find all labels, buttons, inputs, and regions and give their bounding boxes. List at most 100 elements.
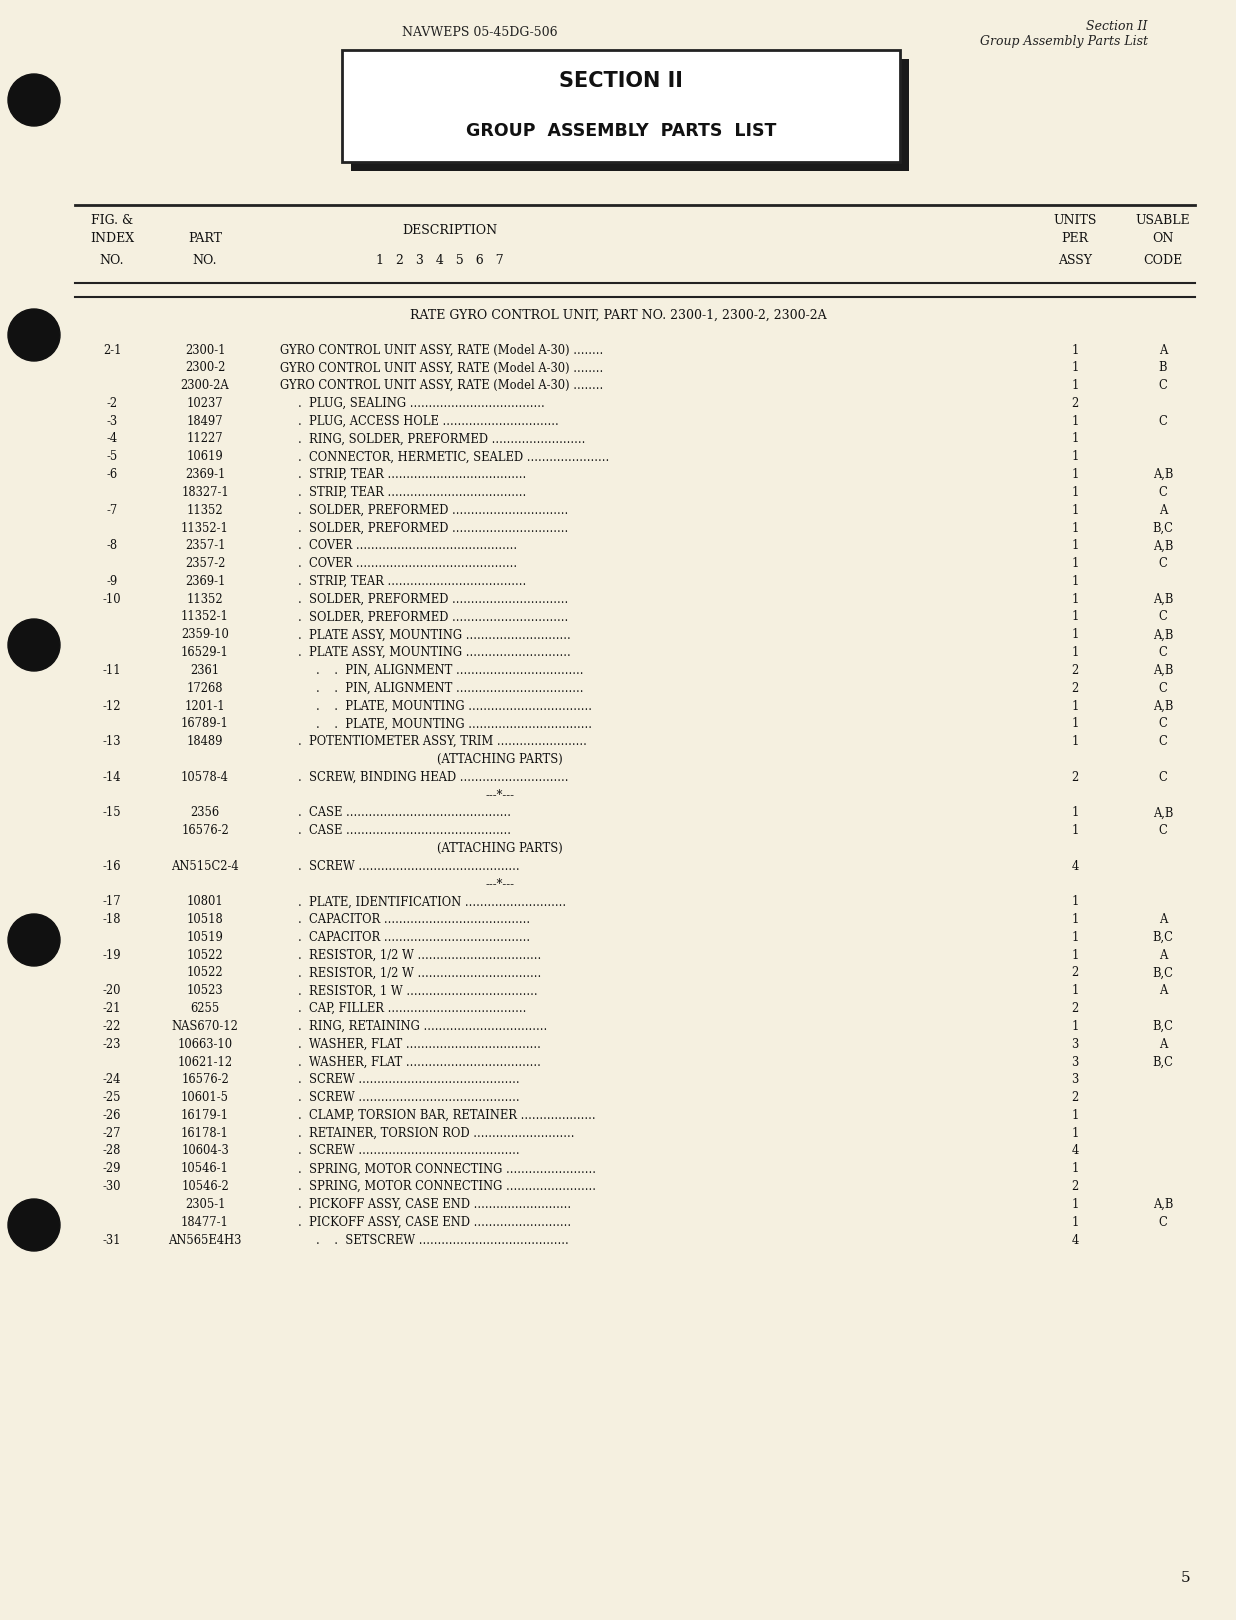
Text: 2: 2 (1072, 664, 1079, 677)
Text: Section II: Section II (1086, 21, 1148, 34)
Text: A: A (1159, 504, 1167, 517)
Text: 2305-1: 2305-1 (184, 1197, 225, 1210)
Text: .  SCREW, BINDING HEAD .............................: . SCREW, BINDING HEAD ..................… (298, 771, 569, 784)
Text: -22: -22 (103, 1021, 121, 1034)
Text: C: C (1158, 682, 1167, 695)
Text: A,B: A,B (1153, 807, 1173, 820)
Text: -17: -17 (103, 896, 121, 909)
Text: A: A (1159, 1038, 1167, 1051)
Text: 10546-2: 10546-2 (182, 1179, 229, 1192)
Text: 1: 1 (1072, 807, 1079, 820)
Text: ON: ON (1152, 233, 1174, 246)
Circle shape (7, 1199, 61, 1251)
Text: 1: 1 (1072, 611, 1079, 624)
Bar (342, 50, 900, 162)
Text: C: C (1158, 415, 1167, 428)
Text: -15: -15 (103, 807, 121, 820)
Text: 16529-1: 16529-1 (180, 646, 229, 659)
Text: .  SOLDER, PREFORMED ...............................: . SOLDER, PREFORMED ....................… (298, 593, 569, 606)
Text: 2: 2 (1072, 967, 1079, 980)
Text: B,C: B,C (1152, 931, 1173, 944)
Text: PART: PART (188, 233, 222, 246)
Text: C: C (1158, 486, 1167, 499)
Text: -13: -13 (103, 735, 121, 748)
Text: .  POTENTIOMETER ASSY, TRIM ........................: . POTENTIOMETER ASSY, TRIM .............… (298, 735, 587, 748)
Text: .    .  PLATE, MOUNTING .................................: . . PLATE, MOUNTING ....................… (316, 718, 592, 731)
Text: A,B: A,B (1153, 629, 1173, 642)
Text: -14: -14 (103, 771, 121, 784)
Text: NO.: NO. (100, 253, 125, 267)
Text: CODE: CODE (1143, 253, 1183, 267)
Text: 1: 1 (1072, 931, 1079, 944)
Text: .  PLATE ASSY, MOUNTING ............................: . PLATE ASSY, MOUNTING .................… (298, 629, 571, 642)
Text: 2357-2: 2357-2 (185, 557, 225, 570)
Text: SECTION II: SECTION II (559, 71, 684, 91)
Text: 16576-2: 16576-2 (182, 1074, 229, 1087)
Text: .  RETAINER, TORSION ROD ...........................: . RETAINER, TORSION ROD ................… (298, 1126, 575, 1140)
Text: 2356: 2356 (190, 807, 220, 820)
Text: 10522: 10522 (187, 967, 224, 980)
Text: AN565E4H3: AN565E4H3 (168, 1233, 242, 1246)
Text: -10: -10 (103, 593, 121, 606)
Text: .  CAPACITOR .......................................: . CAPACITOR ............................… (298, 931, 530, 944)
Text: 2300-2A: 2300-2A (180, 379, 230, 392)
Text: .  CONNECTOR, HERMETIC, SEALED ......................: . CONNECTOR, HERMETIC, SEALED ..........… (298, 450, 609, 463)
Text: .  STRIP, TEAR .....................................: . STRIP, TEAR ..........................… (298, 486, 527, 499)
Text: 16178-1: 16178-1 (180, 1126, 229, 1140)
Text: .  WASHER, FLAT ....................................: . WASHER, FLAT .........................… (298, 1056, 541, 1069)
Text: 10237: 10237 (187, 397, 224, 410)
Text: 16179-1: 16179-1 (180, 1110, 229, 1123)
Text: 1: 1 (1072, 415, 1079, 428)
Text: 10621-12: 10621-12 (178, 1056, 232, 1069)
Text: 1: 1 (1072, 1215, 1079, 1228)
Text: -11: -11 (103, 664, 121, 677)
Text: A,B: A,B (1153, 664, 1173, 677)
Text: (ATTACHING PARTS): (ATTACHING PARTS) (438, 753, 562, 766)
Text: 1: 1 (1072, 343, 1079, 356)
Text: 1: 1 (1072, 593, 1079, 606)
Text: (ATTACHING PARTS): (ATTACHING PARTS) (438, 842, 562, 855)
Text: 2: 2 (1072, 1092, 1079, 1105)
Text: .    .  PLATE, MOUNTING .................................: . . PLATE, MOUNTING ....................… (316, 700, 592, 713)
Text: 1: 1 (1072, 718, 1079, 731)
Text: .  SCREW ...........................................: . SCREW ................................… (298, 1074, 519, 1087)
Text: -25: -25 (103, 1092, 121, 1105)
Text: USABLE: USABLE (1136, 214, 1190, 227)
Text: A: A (1159, 914, 1167, 927)
Text: A,B: A,B (1153, 593, 1173, 606)
Text: 1: 1 (1072, 700, 1079, 713)
Text: 2359-10: 2359-10 (180, 629, 229, 642)
Text: 1: 1 (1072, 450, 1079, 463)
Text: 1: 1 (1072, 1197, 1079, 1210)
Text: 4: 4 (1072, 1233, 1079, 1246)
Text: 10601-5: 10601-5 (180, 1092, 229, 1105)
Text: .  RING, SOLDER, PREFORMED .........................: . RING, SOLDER, PREFORMED ..............… (298, 433, 586, 446)
Text: GYRO CONTROL UNIT ASSY, RATE (Model A-30) ........: GYRO CONTROL UNIT ASSY, RATE (Model A-30… (281, 361, 603, 374)
Text: NAS670-12: NAS670-12 (172, 1021, 239, 1034)
Text: 1: 1 (1072, 646, 1079, 659)
Text: -2: -2 (106, 397, 117, 410)
Text: 10604-3: 10604-3 (182, 1144, 229, 1158)
Text: .  WASHER, FLAT ....................................: . WASHER, FLAT .........................… (298, 1038, 541, 1051)
Circle shape (7, 914, 61, 966)
Text: .    .  SETSCREW ........................................: . . SETSCREW ...........................… (316, 1233, 569, 1246)
Text: 16576-2: 16576-2 (182, 825, 229, 838)
Text: A,B: A,B (1153, 468, 1173, 481)
Text: 10523: 10523 (187, 985, 224, 998)
Circle shape (7, 75, 61, 126)
Bar (351, 58, 908, 172)
Text: 1: 1 (1072, 379, 1079, 392)
Text: .  PICKOFF ASSY, CASE END ..........................: . PICKOFF ASSY, CASE END ...............… (298, 1197, 571, 1210)
Text: 2357-1: 2357-1 (184, 539, 225, 552)
Text: -29: -29 (103, 1162, 121, 1174)
Text: 1: 1 (1072, 575, 1079, 588)
Text: C: C (1158, 1215, 1167, 1228)
Text: 1: 1 (1072, 896, 1079, 909)
Text: 17268: 17268 (187, 682, 224, 695)
Text: -27: -27 (103, 1126, 121, 1140)
Text: -26: -26 (103, 1110, 121, 1123)
Text: A: A (1159, 343, 1167, 356)
Text: 1: 1 (1072, 361, 1079, 374)
Text: -6: -6 (106, 468, 117, 481)
Text: .  STRIP, TEAR .....................................: . STRIP, TEAR ..........................… (298, 468, 527, 481)
